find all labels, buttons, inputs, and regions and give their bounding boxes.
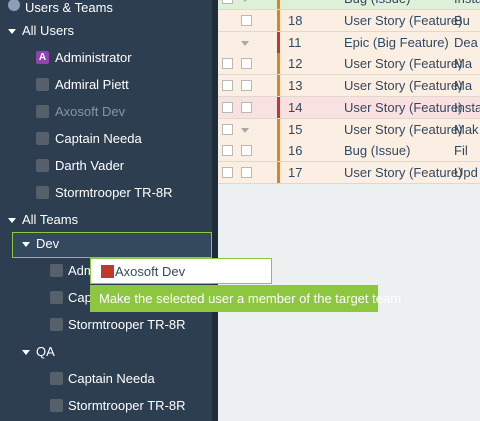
- checkbox: [222, 145, 233, 157]
- user-name: Stormtrooper TR-8R: [55, 185, 173, 200]
- avatar: A: [36, 51, 49, 64]
- user-name: Admiral Piett: [55, 77, 129, 92]
- checkbox: [222, 123, 233, 135]
- group-label: All Teams: [22, 212, 79, 227]
- item-id: 14: [288, 99, 303, 115]
- status-bar: [277, 53, 280, 75]
- status-bar: [277, 31, 280, 53]
- group-label: QA: [36, 344, 55, 359]
- status-bar: [277, 75, 280, 96]
- item-type: Epic (Big Feature): [344, 34, 449, 50]
- users-icon: [8, 0, 20, 11]
- item-type: User Story (Feature): [344, 56, 463, 72]
- item-id: 15: [288, 121, 303, 137]
- checkbox: [241, 14, 252, 26]
- checkbox: [222, 0, 233, 4]
- sidebar-title: Users & Teams: [25, 0, 113, 15]
- divider: [212, 0, 218, 421]
- table-row: 13 User Story (Feature) Ma: [218, 75, 480, 97]
- item-title: Upd: [454, 165, 478, 180]
- expand-arrow: [22, 350, 30, 355]
- avatar: [101, 265, 114, 278]
- group-label: Dev: [36, 236, 60, 251]
- avatar: [50, 372, 63, 385]
- expand-arrow: [8, 218, 16, 223]
- drop-target: [12, 232, 212, 258]
- status-bar: [277, 140, 280, 162]
- item-title: Mak: [454, 121, 479, 137]
- status-bar: [277, 0, 280, 9]
- checkbox: [241, 167, 252, 178]
- member-name: Stormtrooper TR-8R: [68, 398, 186, 413]
- avatar: [36, 186, 49, 199]
- checkbox: [241, 101, 252, 113]
- checkbox: [241, 58, 252, 70]
- status-bar: [277, 162, 280, 183]
- item-type: User Story (Feature): [344, 99, 463, 115]
- expand-arrow: [8, 29, 16, 34]
- table-row: 17 User Story (Feature) Upd: [218, 162, 480, 184]
- drag-label: Axosoft Dev: [115, 264, 186, 279]
- checkbox: [222, 101, 233, 113]
- member-name: Captain Needa: [68, 371, 155, 386]
- item-title: Ma: [454, 78, 473, 93]
- item-type: Bug (Issue): [344, 143, 411, 159]
- avatar: [36, 105, 49, 118]
- item-title: Insta: [454, 0, 480, 6]
- member-name: Stormtrooper TR-8R: [68, 317, 186, 332]
- table-row: 15 User Story (Feature) Mak: [218, 118, 480, 141]
- status-bar: [277, 9, 280, 31]
- item-id: 18: [288, 12, 303, 28]
- item-id: 17: [288, 165, 303, 180]
- checkbox: [222, 167, 233, 178]
- checkbox: [241, 145, 252, 157]
- expand-arrow: [241, 0, 249, 2]
- expand-arrow: [22, 242, 30, 247]
- avatar: [36, 78, 49, 91]
- expand-arrow: [241, 127, 249, 133]
- item-id: 12: [288, 56, 303, 72]
- item-id: 11: [288, 34, 302, 50]
- avatar: [50, 399, 63, 412]
- item-title: Ma: [454, 56, 473, 72]
- item-type: User Story (Feature): [344, 121, 463, 137]
- item-type: User Story (Feature): [344, 12, 463, 28]
- item-type: User Story (Feature): [344, 78, 463, 93]
- item-title: Bu: [454, 12, 470, 28]
- expand-arrow: [241, 40, 249, 46]
- item-id: 13: [288, 78, 303, 93]
- table-row: 12 User Story (Feature) Ma: [218, 53, 480, 76]
- drag-ghost: Axosoft Dev: [90, 258, 272, 284]
- item-title: Insta: [454, 99, 480, 115]
- item-id: 16: [288, 143, 303, 159]
- avatar: [50, 291, 63, 304]
- checkbox: [241, 80, 252, 91]
- item-type: User Story (Feature): [344, 165, 463, 180]
- table-row: 16 Bug (Issue) Fil: [218, 140, 480, 163]
- item-title: Dea: [454, 34, 478, 50]
- avatar: [36, 132, 49, 145]
- avatar: [50, 264, 63, 277]
- table-row: Bug (Issue) Insta: [218, 0, 480, 10]
- drag-hint: Make the selected user a member of the t…: [90, 285, 401, 312]
- user-name: Administrator: [55, 50, 132, 65]
- user-name: Darth Vader: [55, 158, 125, 173]
- user-name: Captain Needa: [55, 131, 142, 146]
- checkbox: [222, 58, 233, 70]
- item-title: Fil: [454, 143, 468, 159]
- group-label: All Users: [22, 23, 75, 38]
- table-row: 18 User Story (Feature) Bu: [218, 9, 480, 32]
- avatar: [36, 159, 49, 172]
- item-type: Bug (Issue): [344, 0, 410, 6]
- table-row: 11 Epic (Big Feature) Dea: [218, 31, 480, 54]
- sidebar: Users & Teams All Users A Administrator Adm…: [0, 0, 212, 421]
- avatar: [50, 318, 63, 331]
- checkbox: [222, 80, 233, 91]
- user-name: Axosoft Dev: [55, 104, 126, 119]
- status-bar: [277, 96, 280, 118]
- table-row: 14 User Story (Feature) Insta: [218, 96, 480, 119]
- member-name: Cap: [68, 290, 92, 305]
- status-bar: [277, 118, 280, 140]
